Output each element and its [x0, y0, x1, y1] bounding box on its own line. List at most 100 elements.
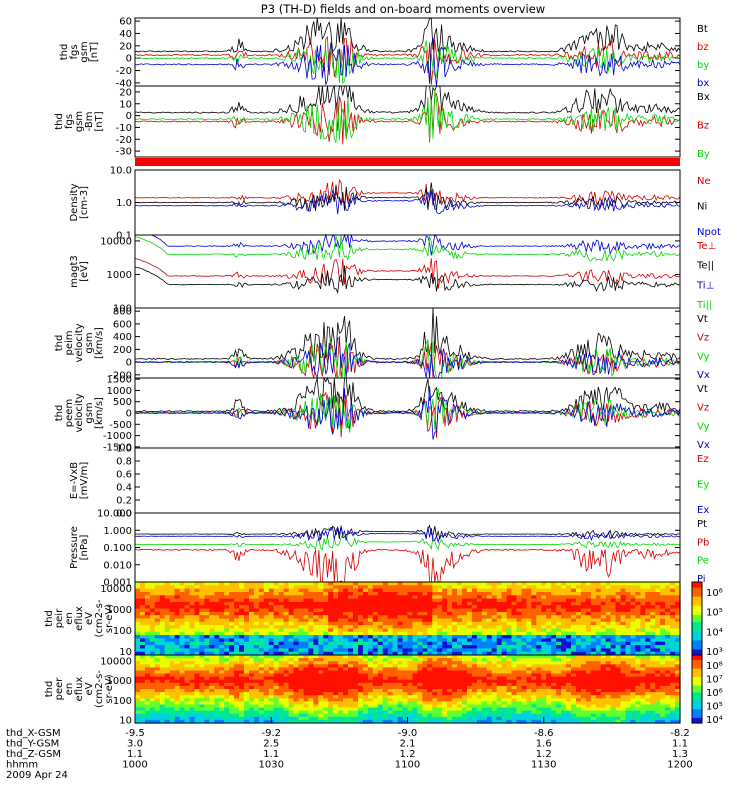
heatmap-cell [249, 592, 255, 596]
heatmap-cell [288, 608, 295, 613]
heatmap-cell [164, 661, 171, 665]
heatmap-cell [610, 645, 617, 649]
heatmap-cell [546, 611, 552, 616]
heatmap-cell [318, 692, 324, 696]
heatmap-cell [531, 658, 537, 662]
heatmap-cell [561, 595, 567, 600]
heatmap-cell [283, 685, 290, 690]
heatmap-cell [412, 667, 419, 672]
heatmap-cell [308, 710, 314, 715]
heatmap-cell [135, 582, 141, 586]
heatmap-cell [452, 655, 458, 659]
heatmap-cell [234, 685, 240, 690]
heatmap-cell [397, 608, 404, 613]
heatmap-cell [402, 716, 409, 721]
heatmap-cell [397, 667, 404, 672]
heatmap-cell [511, 615, 518, 620]
heatmap-cell [397, 698, 404, 702]
heatmap-cell [323, 713, 329, 718]
heatmap-cell [258, 713, 265, 718]
heatmap-cell [189, 648, 196, 653]
heatmap-cell [650, 605, 656, 610]
heatmap-cell [288, 658, 295, 662]
heatmap-cell [308, 704, 314, 709]
heatmap-cell [199, 716, 205, 721]
heatmap-cell [140, 638, 146, 643]
heatmap-cell [140, 664, 146, 668]
heatmap-cell [481, 707, 488, 712]
heatmap-cell [551, 689, 557, 693]
heatmap-cell [556, 595, 562, 600]
heatmap-cell [571, 638, 577, 643]
heatmap-cell [615, 621, 622, 626]
heatmap-cell [293, 676, 300, 681]
heatmap-cell [328, 719, 334, 724]
heatmap-cell [397, 621, 404, 626]
heatmap-cell [154, 685, 161, 690]
heatmap-cell [358, 676, 364, 681]
heatmap-cell [135, 679, 141, 684]
heatmap-cell [462, 716, 468, 721]
heatmap-cell [496, 670, 503, 675]
heatmap-cell [159, 638, 166, 643]
heatmap-cell [244, 611, 250, 616]
heatmap-cell [343, 625, 349, 629]
heatmap-cell [174, 595, 181, 600]
heatmap-cell [670, 651, 676, 656]
heatmap-cell [526, 661, 532, 665]
heatmap-cell [585, 608, 592, 613]
heatmap-cell [263, 716, 270, 721]
heatmap-cell [635, 651, 641, 656]
heatmap-cell [288, 615, 295, 620]
heatmap-cell [244, 692, 250, 696]
heatmap-cell [467, 585, 473, 590]
heatmap-cell [610, 710, 617, 715]
heatmap-cell [506, 582, 513, 586]
heatmap-cell [402, 641, 409, 646]
heatmap-cell [600, 628, 607, 633]
heatmap-cell [580, 611, 587, 616]
heatmap-cell [531, 628, 537, 633]
heatmap-cell [377, 592, 384, 596]
heatmap-cell [590, 692, 597, 696]
heatmap-cell [219, 641, 225, 646]
heatmap-cell [481, 692, 488, 696]
heatmap-cell [496, 641, 503, 646]
heatmap-cell [209, 667, 215, 672]
heatmap-cell [457, 670, 463, 675]
heatmap-cell [640, 676, 646, 681]
heatmap-cell [491, 661, 498, 665]
heatmap-cell [452, 667, 458, 672]
heatmap-cell [585, 667, 592, 672]
heatmap-cell [313, 651, 319, 656]
heatmap-cell [521, 695, 528, 699]
heatmap-cell [224, 625, 230, 629]
heatmap-cell [358, 595, 364, 600]
legend-pe: Pe [697, 556, 709, 567]
heatmap-cell [486, 625, 493, 629]
heatmap-cell [184, 618, 191, 623]
heatmap-cell [229, 673, 235, 678]
heatmap-cell [585, 682, 592, 687]
heatmap-cell [605, 635, 612, 639]
heatmap-cell [541, 592, 547, 596]
heatmap-cell [660, 588, 666, 593]
heatmap-cell [184, 695, 191, 699]
heatmap-cell [407, 641, 414, 646]
heatmap-cell [159, 645, 166, 649]
heatmap-cell [298, 655, 305, 659]
heatmap-cell [551, 651, 557, 656]
heatmap-cell [184, 608, 191, 613]
heatmap-cell [293, 641, 300, 646]
heatmap-cell [278, 670, 285, 675]
heatmap-cell [377, 664, 384, 668]
heatmap-cell [630, 605, 637, 610]
heatmap-cell [595, 713, 602, 718]
heatmap-cell [303, 595, 310, 600]
heatmap-cell [362, 664, 369, 668]
heatmap-cell [476, 648, 483, 653]
heatmap-cell [561, 698, 567, 702]
heatmap-cell [486, 670, 493, 675]
heatmap-cell [476, 685, 483, 690]
heatmap-cell [630, 651, 637, 656]
